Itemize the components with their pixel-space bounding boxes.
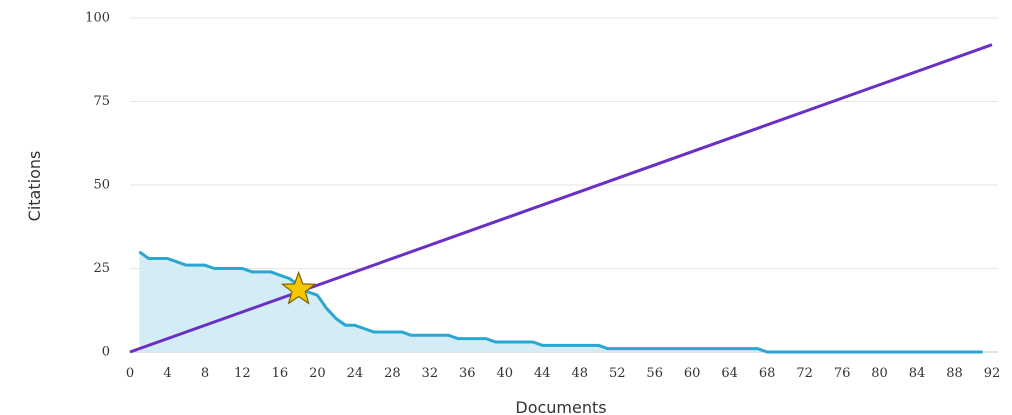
- x-tick-label: 4: [163, 366, 171, 381]
- x-tick-label: 20: [309, 366, 326, 381]
- x-tick-label: 48: [571, 366, 588, 381]
- x-tick-label: 56: [646, 366, 663, 381]
- h-index-reference-line: [129, 43, 993, 354]
- x-axis-title: Documents: [515, 398, 606, 415]
- x-tick-label: 92: [984, 366, 1001, 381]
- x-tick-label: 84: [909, 366, 926, 381]
- x-tick-label: 40: [497, 366, 514, 381]
- y-tick-label: 75: [93, 94, 110, 109]
- x-tick-label: 28: [384, 366, 401, 381]
- x-tick-label: 60: [684, 366, 701, 381]
- y-axis-title: Citations: [25, 151, 44, 222]
- y-tick-label: 0: [102, 345, 110, 360]
- y-tick-label: 50: [93, 178, 110, 193]
- x-tick-label: 44: [534, 366, 551, 381]
- citations-area-fill: [139, 251, 983, 352]
- x-tick-label: 24: [347, 366, 364, 381]
- x-tick-label: 72: [796, 366, 813, 381]
- y-tick-label: 100: [85, 11, 110, 26]
- x-tick-label: 36: [459, 366, 476, 381]
- x-tick-label: 80: [871, 366, 888, 381]
- x-tick-label: 16: [272, 366, 289, 381]
- citations-line: [138, 250, 983, 354]
- x-tick-label: 8: [201, 366, 209, 381]
- x-tick-label: 0: [126, 366, 134, 381]
- x-tick-label: 12: [234, 366, 251, 381]
- x-tick-label: 68: [759, 366, 776, 381]
- x-tick-label: 52: [609, 366, 626, 381]
- h-index-star-icon: [280, 270, 317, 305]
- x-tick-label: 88: [946, 366, 963, 381]
- series-layer: [129, 43, 993, 354]
- x-tick-label: 64: [721, 366, 738, 381]
- x-tick-label: 32: [422, 366, 439, 381]
- y-tick-label: 25: [93, 261, 110, 276]
- x-tick-label: 76: [834, 366, 851, 381]
